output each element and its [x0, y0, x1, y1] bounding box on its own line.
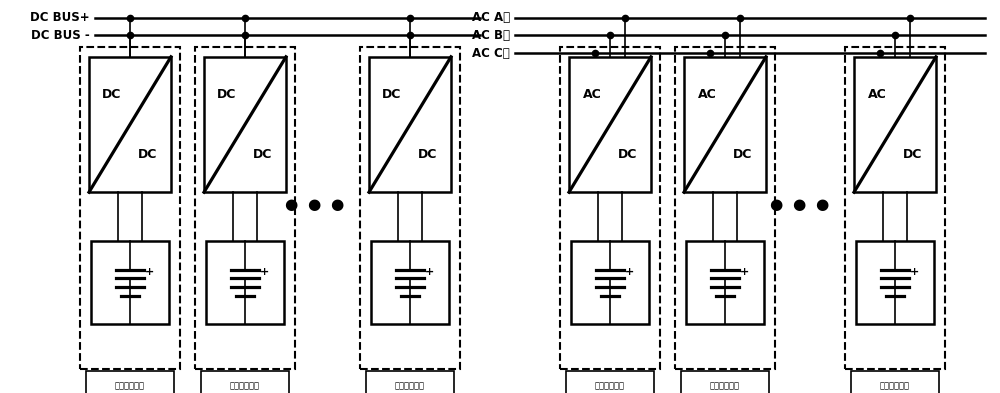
Text: AC B相: AC B相 [472, 29, 510, 42]
Text: +: + [260, 267, 269, 277]
Bar [195, 47, 295, 369]
Bar [89, 57, 171, 192]
Text: DC: DC [138, 148, 158, 161]
Bar [681, 371, 769, 393]
Bar [371, 241, 449, 324]
Bar [569, 57, 651, 192]
Bar [845, 47, 945, 369]
Bar [366, 371, 454, 393]
Text: +: + [625, 267, 634, 277]
Bar [675, 47, 775, 369]
Bar [856, 241, 934, 324]
Bar [201, 371, 289, 393]
Bar [360, 47, 460, 369]
Bar [91, 241, 169, 324]
Bar [206, 241, 284, 324]
Text: AC A相: AC A相 [472, 11, 510, 24]
Bar [566, 371, 654, 393]
Text: DC: DC [618, 148, 638, 161]
Text: DC: DC [217, 88, 237, 101]
Bar [369, 57, 451, 192]
Text: 储能功率模块: 储能功率模块 [880, 381, 910, 390]
Text: AC: AC [698, 88, 716, 101]
Text: DC: DC [382, 88, 402, 101]
Text: 储能功率模块: 储能功率模块 [595, 381, 625, 390]
Text: DC: DC [418, 148, 438, 161]
Text: AC: AC [583, 88, 601, 101]
Text: 储能功率模块: 储能功率模块 [230, 381, 260, 390]
Bar [571, 241, 649, 324]
Bar [686, 241, 764, 324]
Text: ●  ●  ●: ● ● ● [285, 197, 345, 212]
Text: DC: DC [102, 88, 122, 101]
Bar [684, 57, 766, 192]
Text: ●  ●  ●: ● ● ● [770, 197, 830, 212]
Text: +: + [740, 267, 749, 277]
Bar [560, 47, 660, 369]
Text: DC: DC [903, 148, 923, 161]
Text: +: + [145, 267, 154, 277]
Bar [86, 371, 174, 393]
Text: DC: DC [733, 148, 753, 161]
Bar [854, 57, 936, 192]
Text: +: + [910, 267, 919, 277]
Text: DC: DC [253, 148, 273, 161]
Text: 储能功率模块: 储能功率模块 [395, 381, 425, 390]
Text: DC BUS+: DC BUS+ [30, 11, 90, 24]
Bar [204, 57, 286, 192]
Text: +: + [425, 267, 434, 277]
Text: 储能功率模块: 储能功率模块 [115, 381, 145, 390]
Text: 储能功率模块: 储能功率模块 [710, 381, 740, 390]
Text: AC C相: AC C相 [472, 46, 510, 60]
Text: DC BUS -: DC BUS - [31, 29, 90, 42]
Bar [80, 47, 180, 369]
Bar [851, 371, 939, 393]
Text: AC: AC [868, 88, 886, 101]
